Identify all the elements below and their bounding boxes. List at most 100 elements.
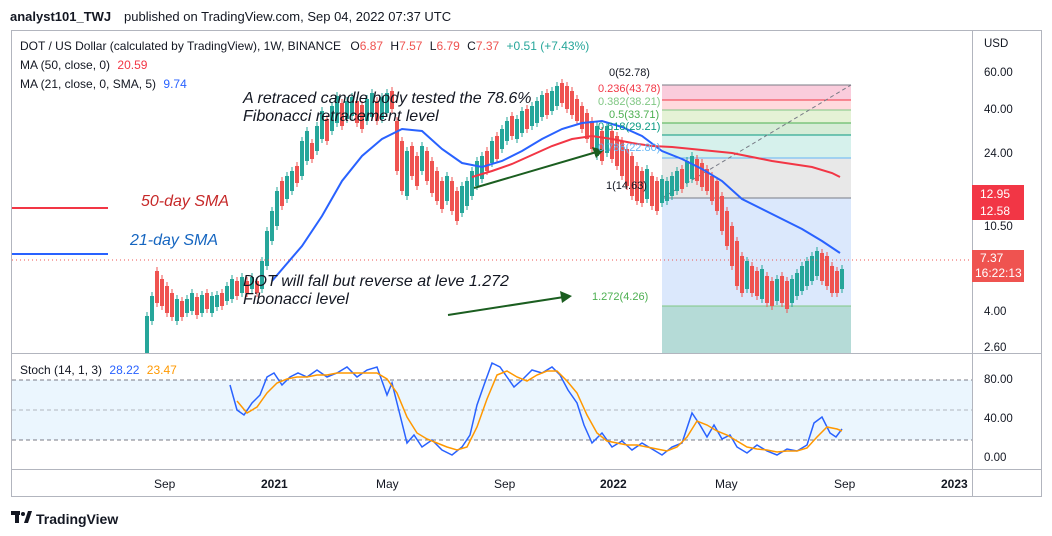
fib-level-05: 0.5(33.71) bbox=[609, 109, 660, 121]
candle-body-127 bbox=[780, 276, 784, 303]
candle-body-39 bbox=[340, 103, 344, 126]
candle-body-112 bbox=[705, 169, 709, 191]
candle-body-88 bbox=[585, 113, 589, 139]
candle-body-86 bbox=[575, 99, 579, 121]
close-value: 7.37 bbox=[475, 39, 500, 53]
retrace-annotation-line2[interactable]: Fibonacci retracement level bbox=[243, 108, 439, 125]
fall-annotation-line2[interactable]: Fibonacci level bbox=[243, 291, 349, 308]
publish-info: published on TradingView.com, Sep 04, 20… bbox=[124, 9, 452, 24]
candle-body-80 bbox=[545, 93, 549, 115]
candle-body-19 bbox=[240, 277, 244, 293]
candle-body-107 bbox=[680, 169, 684, 189]
candle-body-84 bbox=[565, 86, 569, 109]
candle-body-130 bbox=[795, 273, 799, 296]
y-tick-40: 40.00 bbox=[984, 104, 1013, 116]
y-tick-24: 24.00 bbox=[984, 148, 1013, 160]
author-name[interactable]: analyst101_TWJ bbox=[10, 9, 112, 24]
fall-arrow-line bbox=[447, 296, 565, 316]
ma21-label: MA (21, close, 0, SMA, 5) bbox=[20, 77, 157, 91]
tradingview-logo-icon bbox=[11, 511, 32, 523]
candle-body-31 bbox=[300, 141, 304, 176]
candle-body-101 bbox=[650, 176, 654, 206]
candle-body-55 bbox=[420, 146, 424, 171]
candle-body-12 bbox=[205, 293, 209, 309]
candle-body-78 bbox=[535, 101, 539, 123]
stoch-tick-0: 0.00 bbox=[984, 452, 1007, 464]
candle-body-35 bbox=[320, 111, 324, 139]
ma21-value: 9.74 bbox=[163, 77, 187, 91]
candle-body-115 bbox=[720, 196, 724, 231]
candle-body-138 bbox=[835, 271, 839, 293]
retrace-arrow-head bbox=[592, 147, 604, 158]
candle-body-95 bbox=[620, 141, 624, 176]
candle-body-60 bbox=[445, 176, 449, 201]
candle-body-68 bbox=[485, 151, 489, 171]
candle-body-58 bbox=[435, 171, 439, 201]
fall-annotation-line1[interactable]: DOT will fall but reverse at leve 1.272 bbox=[243, 273, 509, 290]
stoch-legend[interactable]: Stoch (14, 1, 3) 28.22 23.47 bbox=[20, 363, 177, 377]
candle-body-129 bbox=[790, 279, 794, 303]
candle-body-50 bbox=[395, 121, 399, 171]
candle-body-100 bbox=[645, 169, 649, 199]
candle-body-43 bbox=[360, 105, 364, 129]
ma50-legend[interactable]: MA (50, close, 0) 20.59 bbox=[20, 58, 147, 72]
candle-body-59 bbox=[440, 181, 444, 209]
candle-body-1 bbox=[150, 296, 154, 321]
candle-body-124 bbox=[765, 276, 769, 303]
candle-body-77 bbox=[530, 106, 534, 126]
candle-body-44 bbox=[365, 99, 369, 121]
candle-body-2 bbox=[155, 271, 159, 303]
candle-body-66 bbox=[475, 161, 479, 186]
time-axis-divider bbox=[12, 469, 1041, 470]
candle-body-105 bbox=[670, 176, 674, 196]
candle-body-132 bbox=[805, 261, 809, 286]
candle-body-126 bbox=[775, 279, 779, 301]
stoch-d-value: 23.47 bbox=[146, 363, 177, 377]
stoch-k-line bbox=[229, 361, 843, 456]
candle-body-25 bbox=[270, 211, 274, 241]
candle-body-41 bbox=[350, 97, 354, 116]
candle-body-113 bbox=[710, 176, 714, 201]
y-axis-currency: USD bbox=[984, 38, 1009, 50]
candle-body-85 bbox=[570, 91, 574, 115]
fib-level-1272: 1.272(4.26) bbox=[592, 291, 649, 303]
bar-countdown: 16:22:13 bbox=[975, 266, 1022, 280]
candle-body-121 bbox=[750, 266, 754, 293]
candle-body-53 bbox=[410, 146, 414, 176]
candle-body-74 bbox=[515, 119, 519, 139]
symbol-legend: DOT / US Dollar (calculated by TradingVi… bbox=[20, 39, 589, 53]
candle-body-29 bbox=[290, 171, 294, 191]
fib-level-0382: 0.382(38.21) bbox=[598, 96, 661, 108]
tradingview-footer[interactable]: TradingView bbox=[0, 504, 300, 534]
candle-body-96 bbox=[625, 149, 629, 186]
candle-body-3 bbox=[160, 279, 164, 306]
price-chart[interactable] bbox=[12, 31, 972, 353]
candle-body-16 bbox=[225, 286, 229, 301]
y-tick-10-5: 10.50 bbox=[984, 221, 1013, 233]
candle-body-62 bbox=[455, 191, 459, 221]
candle-body-13 bbox=[210, 296, 214, 313]
candle-body-131 bbox=[800, 266, 804, 291]
candle-body-63 bbox=[460, 186, 464, 213]
candle-body-109 bbox=[690, 156, 694, 179]
candle-body-102 bbox=[655, 181, 659, 211]
ma50-label: MA (50, close, 0) bbox=[20, 58, 111, 72]
stoch-label: Stoch (14, 1, 3) bbox=[20, 363, 103, 377]
symbol-title[interactable]: DOT / US Dollar (calculated by TradingVi… bbox=[20, 39, 341, 53]
fib-level-0236: 0.236(43.78) bbox=[598, 83, 661, 95]
candle-body-37 bbox=[330, 106, 334, 131]
candle-body-81 bbox=[550, 91, 554, 111]
stoch-chart[interactable] bbox=[12, 355, 972, 469]
sma50-annotation[interactable]: 50-day SMA bbox=[141, 193, 230, 210]
sma21-annotation[interactable]: 21-day SMA bbox=[130, 232, 219, 249]
candle-body-136 bbox=[825, 256, 829, 286]
fib-zone-0 bbox=[662, 85, 851, 100]
candle-body-116 bbox=[725, 211, 729, 246]
x-tick-2021: 2021 bbox=[261, 477, 288, 491]
candle-body-48 bbox=[385, 93, 389, 113]
change-value: +0.51 (+7.43%) bbox=[506, 39, 590, 53]
candle-body-54 bbox=[415, 156, 419, 186]
retrace-annotation-line1[interactable]: A retraced candle body tested the 78.6% bbox=[243, 90, 532, 107]
ma21-legend[interactable]: MA (21, close, 0, SMA, 5) 9.74 bbox=[20, 77, 187, 91]
candle-body-104 bbox=[665, 181, 669, 201]
